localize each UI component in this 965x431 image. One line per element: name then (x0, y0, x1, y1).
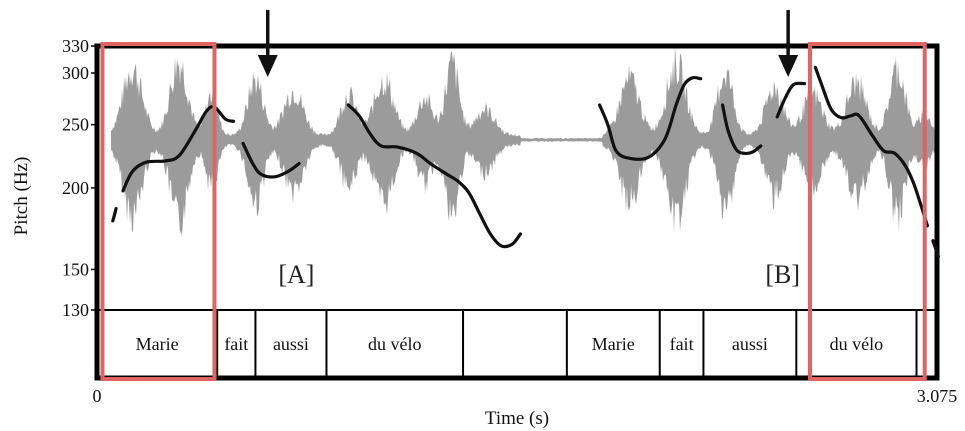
pitch-segment (346, 103, 522, 249)
x-axis-label: Time (s) (485, 408, 549, 429)
word-label: Marie (136, 334, 179, 354)
y-tick-label: 300 (62, 63, 89, 83)
word-tier: Marie fait aussi du vélo Marie fait aussi du vé… (136, 310, 918, 378)
word-label: Marie (592, 334, 635, 354)
highlight-boxes (100, 42, 927, 381)
word-label: fait (224, 334, 248, 354)
plot-border (94, 43, 940, 381)
pitch-segment (775, 81, 807, 119)
focus-arrow (778, 10, 799, 77)
annotations: [A] [B] (278, 260, 800, 289)
pitch-segment (721, 103, 763, 156)
pitch-segment (931, 239, 940, 259)
word-label: aussi (732, 334, 768, 354)
pitch-segment (813, 65, 929, 228)
y-tick-label: 200 (62, 178, 89, 198)
annotation-label: [A] (278, 260, 314, 289)
annotation-label: [B] (765, 260, 800, 289)
highlight-box (807, 42, 927, 381)
pitch-segment (121, 105, 236, 193)
y-tick-label: 250 (62, 115, 89, 135)
pitch-contour (111, 65, 940, 259)
word-label: fait (670, 334, 694, 354)
waveform (111, 45, 935, 237)
pitch-segment (598, 75, 703, 161)
pitch-segment (111, 206, 118, 223)
x-tick-label: 0 (93, 386, 102, 406)
x-tick-label: 3.075 (917, 386, 958, 406)
word-label: du vélo (830, 334, 884, 354)
highlight-box (100, 42, 217, 381)
word-label: aussi (273, 334, 309, 354)
y-tick-label: 330 (62, 36, 89, 56)
word-label: du vélo (368, 334, 422, 354)
x-tick-labels: 0 3.075 (93, 386, 958, 406)
focus-arrow (257, 10, 278, 77)
y-tick-label: 150 (62, 259, 89, 279)
pitch-segment (241, 141, 301, 179)
y-tick-label: 130 (62, 300, 89, 320)
y-axis-label: Pitch (Hz) (11, 157, 32, 236)
waveform-envelope (111, 45, 935, 237)
y-tick-labels: 130 150 200 250 300 330 (62, 36, 97, 320)
focus-arrows (257, 10, 799, 77)
